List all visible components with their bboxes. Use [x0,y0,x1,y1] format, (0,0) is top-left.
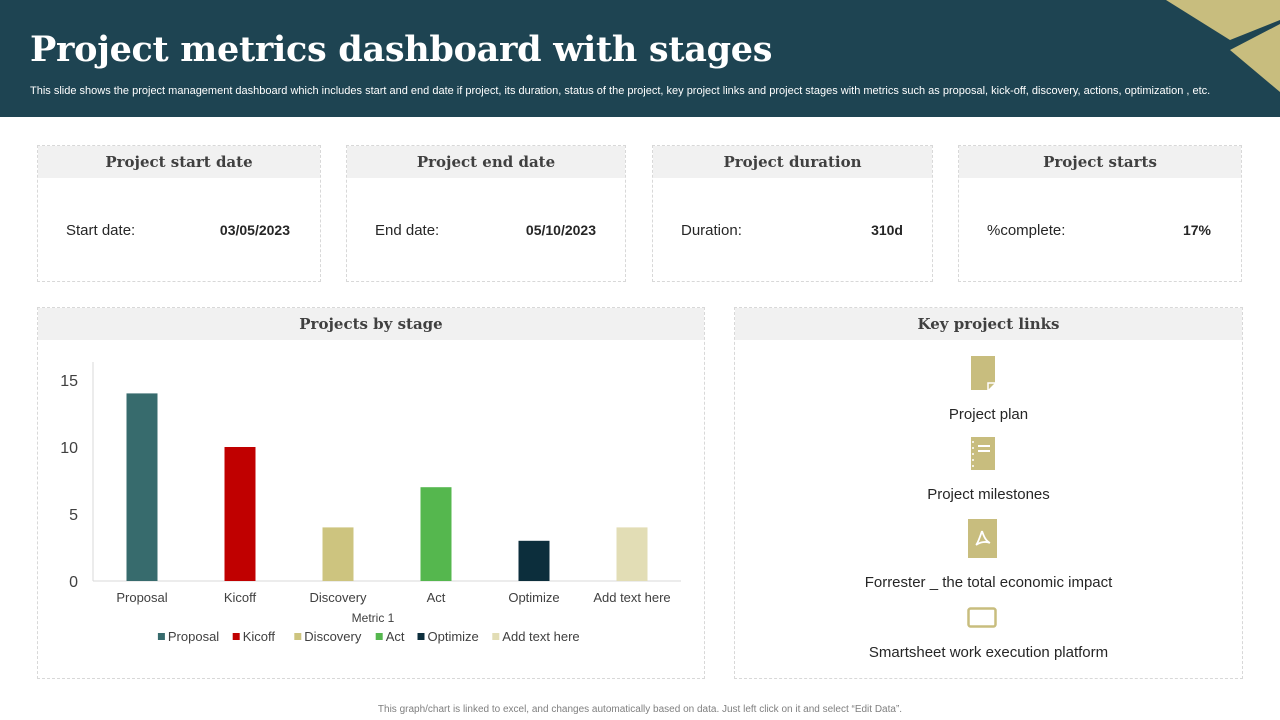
bar-optimize [518,540,550,581]
legend-swatch [157,633,165,640]
y-tick-label: 10 [60,440,78,457]
kpi-label: %complete: [987,222,1066,239]
monitor-icon[interactable] [967,607,997,628]
bar-add-text-here [616,527,648,581]
bar-chart: 0 5 10 15 Proposal Kicoff Discovery Act Optimize… [60,362,681,644]
kpi-card-duration: Project duration Duration: 310d [652,145,933,282]
kpi-card-start-date: Project start date Start date: 03/05/202… [37,145,321,282]
chart-panel-title: Projects by stage [38,308,704,340]
y-tick-label: 0 [69,574,78,591]
x-tick-label: Optimize [508,590,559,605]
legend-swatch [375,633,383,640]
kpi-card-end-date: Project end date End date: 05/10/2023 [346,145,626,282]
document-icon[interactable] [971,356,995,390]
legend-swatch [294,633,302,640]
kpi-card-title: Project end date [347,146,625,178]
y-tick-label: 5 [69,507,78,524]
link-smartsheet[interactable]: Smartsheet work execution platform [868,644,1109,661]
page-title: Project metrics dashboard with stages [30,29,773,70]
legend-label: Proposal [168,629,219,644]
link-project-milestones[interactable]: Project milestones [927,486,1050,503]
page-subtitle: This slide shows the project management … [30,85,1211,97]
pdf-icon[interactable] [968,519,997,558]
legend-label: Discovery [304,629,362,644]
kpi-value: 03/05/2023 [219,222,290,238]
x-tick-label: Add text here [593,590,670,605]
kpi-value: 05/10/2023 [525,222,596,238]
legend-swatch [417,633,425,640]
kpi-label: Duration: [681,222,742,239]
bar-proposal [126,393,158,581]
kpi-label: Start date: [66,222,136,239]
notebook-icon[interactable] [971,437,995,470]
legend-label: Add text here [502,629,579,644]
bar-kicoff [224,447,256,581]
footer-note: This graph/chart is linked to excel, and… [377,704,903,715]
legend-swatch [492,633,500,640]
bar-discovery [322,527,354,581]
x-tick-label: Proposal [116,590,167,605]
kpi-card-title: Project start date [38,146,320,178]
kpi-value: 310d [871,222,903,238]
header-banner: Project metrics dashboard with stages Th… [0,0,1280,117]
legend-label: Act [386,629,405,644]
y-tick-label: 15 [60,373,78,390]
link-project-plan[interactable]: Project plan [948,406,1029,423]
link-forrester[interactable]: Forrester _ the total economic impact [864,574,1113,591]
links-panel-title: Key project links [735,308,1242,340]
projects-by-stage-panel: Projects by stage 0 5 10 15 Proposal Kicoff Di… [37,307,705,679]
x-tick-label: Kicoff [224,590,257,605]
legend-label: Kicoff [243,629,276,644]
x-tick-label: Act [427,590,446,605]
legend-label: Optimize [428,629,479,644]
legend-swatch [232,633,240,640]
kpi-value: 17% [1182,222,1211,238]
bar-act [420,487,452,581]
kpi-card-title: Project duration [653,146,932,178]
key-project-links-panel: Key project links Project plan Project m… [734,307,1243,679]
x-tick-label: Discovery [309,590,367,605]
kpi-label: End date: [375,222,440,239]
x-axis-title: Metric 1 [352,611,395,625]
kpi-card-percent-complete: Project starts %complete: 17% [958,145,1242,282]
corner-decoration [1166,0,1280,92]
kpi-card-title: Project starts [959,146,1241,178]
